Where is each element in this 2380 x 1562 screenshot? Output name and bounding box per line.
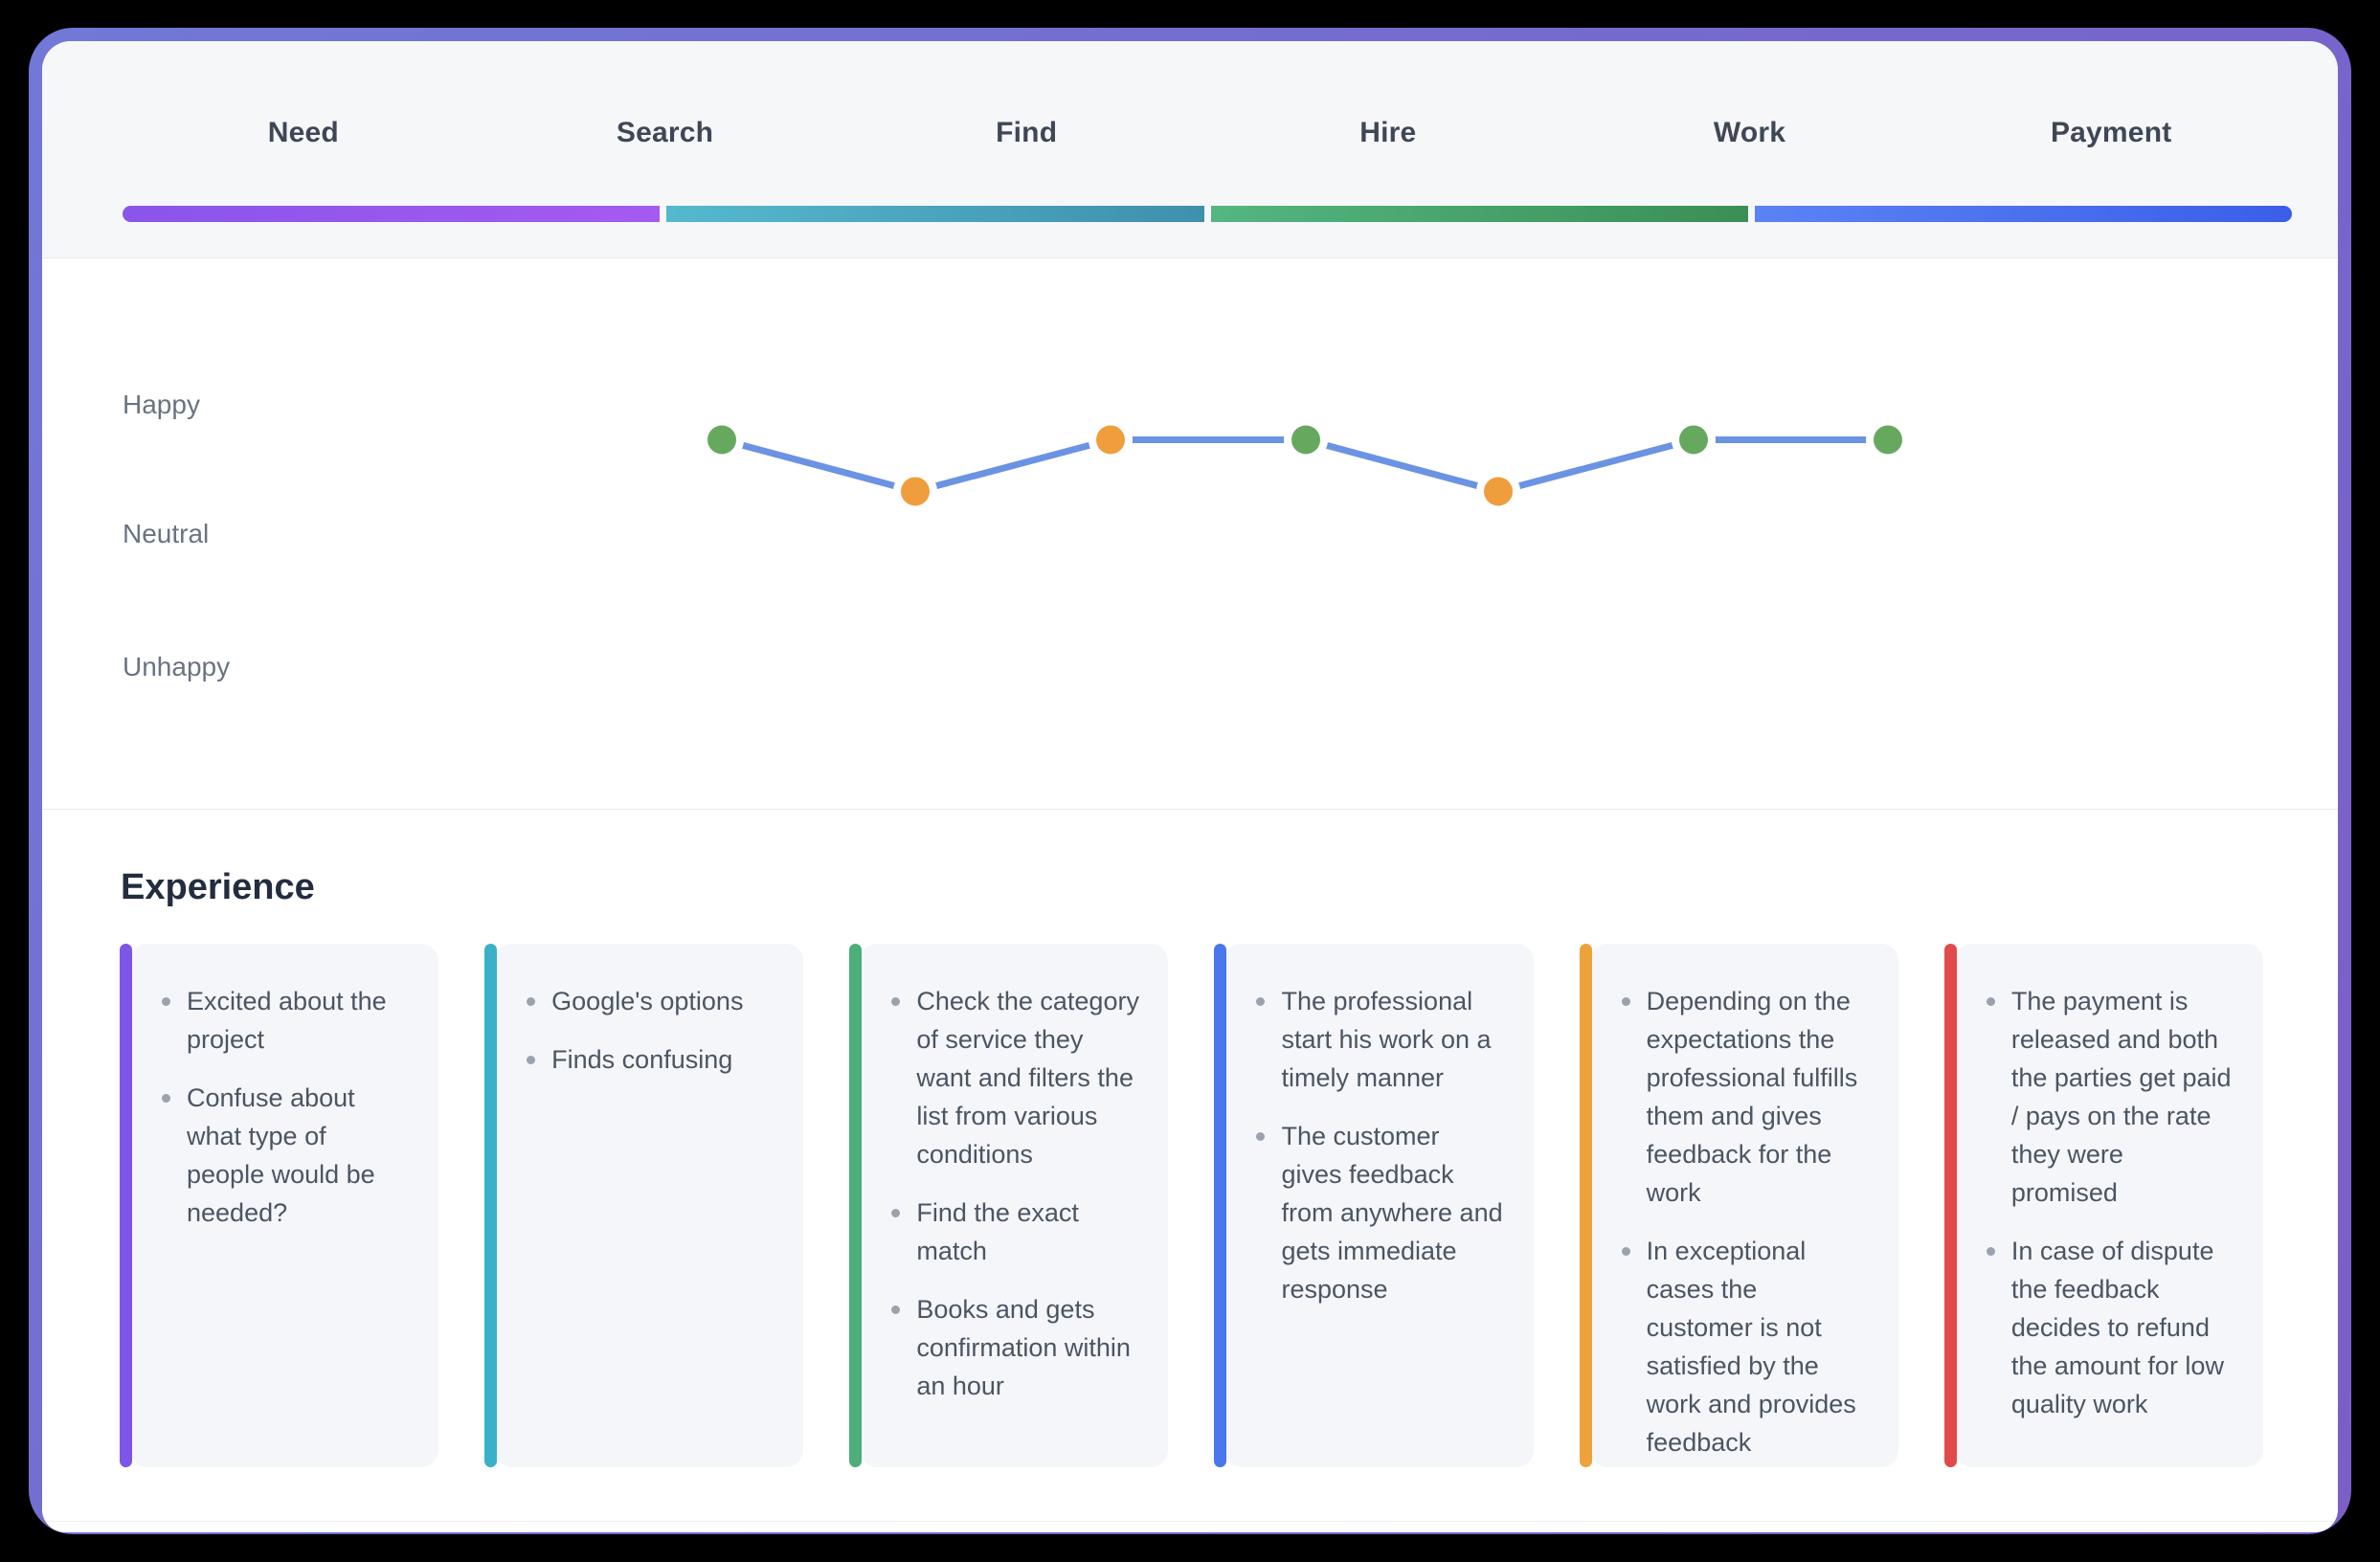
card-accent-bar: [1214, 944, 1227, 1467]
experience-item: In case of dispute the feedback decides …: [1986, 1232, 2234, 1423]
stage-cell: Search: [484, 112, 846, 154]
bullet-icon: [527, 1056, 536, 1064]
sentiment-chart: Happy Neutral Unhappy: [42, 258, 2338, 809]
experience-card-grid: Excited about the project Confuse about w…: [120, 944, 2263, 1467]
journey-map-panel: Need Search Find Hire Work Payment Happy…: [29, 28, 2351, 1534]
progress-segment-phase-1: [123, 206, 661, 222]
experience-card-body: The payment is released and both the par…: [1954, 944, 2263, 1467]
experience-item: Books and gets confirmation within an ho…: [891, 1290, 1139, 1405]
bullet-icon: [527, 997, 536, 1006]
stage-label-row: Need Search Find Hire Work Payment: [123, 112, 2292, 154]
stage-label-payment: Payment: [2050, 117, 2172, 148]
card-accent-bar: [849, 944, 863, 1467]
bullet-icon: [1621, 997, 1630, 1006]
sentiment-line-chart: [700, 417, 1910, 514]
bullet-icon: [162, 997, 170, 1006]
experience-item: Google's options: [527, 982, 775, 1020]
bullet-icon: [891, 1305, 901, 1314]
experience-section: Experience Excited about the project Conf…: [42, 809, 2338, 1532]
experience-item: The professional start his work on a tim…: [1256, 982, 1504, 1097]
experience-card-payment: The payment is released and both the par…: [1943, 944, 2263, 1467]
stage-label-find: Find: [996, 117, 1058, 148]
experience-item: In exceptional cases the customer is not…: [1621, 1232, 1870, 1467]
experience-item-list: Google's options Finds confusing: [527, 982, 775, 1079]
sentiment-dot-2-mixed: [901, 477, 930, 506]
experience-card-body: Check the category of service they want …: [860, 944, 1169, 1467]
stage-cell: Hire: [1207, 112, 1569, 154]
experience-card-need: Excited about the project Confuse about w…: [120, 944, 439, 1467]
stage-cell: Payment: [1930, 112, 2292, 154]
experience-item-list: Check the category of service they want …: [891, 982, 1139, 1405]
stage-label-search: Search: [616, 117, 714, 148]
experience-item: Find the exact match: [891, 1194, 1139, 1270]
sentiment-dot-1-positive: [707, 425, 736, 455]
card-accent-bar: [1943, 944, 1957, 1467]
stage-cell: Work: [1569, 112, 1931, 154]
sentiment-dot-7-positive: [1874, 425, 1902, 455]
bullet-icon: [1621, 1247, 1630, 1256]
sentiment-dot-5-mixed: [1484, 477, 1513, 506]
stage-label-work: Work: [1713, 117, 1786, 148]
sentiment-dot-3-mixed: [1096, 425, 1125, 455]
experience-title: Experience: [121, 867, 315, 907]
stage-header: Need Search Find Hire Work Payment: [42, 41, 2338, 258]
experience-item: The customer gives feedback from anywher…: [1256, 1117, 1504, 1308]
sentiment-dot-6-positive: [1679, 425, 1708, 455]
bullet-icon: [1986, 1247, 1995, 1256]
bullet-icon: [162, 1094, 170, 1103]
stage-label-hire: Hire: [1359, 117, 1417, 148]
experience-card-find: Check the category of service they want …: [849, 944, 1169, 1467]
mood-label-neutral: Neutral: [123, 519, 210, 548]
bullet-icon: [1256, 997, 1266, 1006]
stage-cell: Need: [123, 112, 484, 154]
bullet-icon: [891, 1209, 901, 1217]
experience-card-body: Depending on the expectations the profes…: [1589, 944, 1898, 1467]
mood-label-happy: Happy: [123, 390, 200, 419]
sentiment-dot-4-positive: [1291, 425, 1320, 455]
experience-item-list: Depending on the expectations the profes…: [1621, 982, 1870, 1467]
experience-item: Confuse about what type of people would …: [162, 1079, 410, 1232]
experience-card-work: Depending on the expectations the profes…: [1579, 944, 1898, 1467]
experience-item-list: Excited about the project Confuse about w…: [162, 982, 410, 1232]
experience-card-search: Google's options Finds confusing: [484, 944, 804, 1467]
experience-item-list: The professional start his work on a tim…: [1256, 982, 1504, 1308]
experience-item: Excited about the project: [162, 982, 410, 1059]
progress-segment-phase-3: [1210, 206, 1748, 222]
experience-item: Check the category of service they want …: [891, 982, 1139, 1173]
stage-progress-bar: [123, 206, 2292, 222]
mood-label-unhappy: Unhappy: [123, 652, 231, 681]
experience-card-body: Excited about the project Confuse about w…: [130, 944, 439, 1467]
card-accent-bar: [484, 944, 498, 1467]
experience-item-list: The payment is released and both the par…: [1986, 982, 2234, 1423]
stage-cell: Find: [845, 112, 1207, 154]
card-accent-bar: [120, 944, 132, 1467]
bullet-icon: [1986, 997, 1995, 1006]
bullet-icon: [891, 997, 901, 1006]
experience-item: Depending on the expectations the profes…: [1621, 982, 1870, 1212]
experience-card-body: Google's options Finds confusing: [495, 944, 804, 1467]
progress-segment-phase-4: [1754, 206, 2292, 222]
card-accent-bar: [1579, 944, 1592, 1467]
progress-segment-phase-2: [666, 206, 1204, 222]
experience-card-body: The professional start his work on a tim…: [1224, 944, 1534, 1467]
bullet-icon: [1256, 1132, 1266, 1141]
experience-card-hire: The professional start his work on a tim…: [1214, 944, 1534, 1467]
experience-item: Finds confusing: [527, 1040, 775, 1079]
journey-map-card: Need Search Find Hire Work Payment Happy…: [42, 41, 2338, 1532]
stage-label-need: Need: [267, 117, 339, 148]
experience-item: The payment is released and both the par…: [1986, 982, 2234, 1212]
